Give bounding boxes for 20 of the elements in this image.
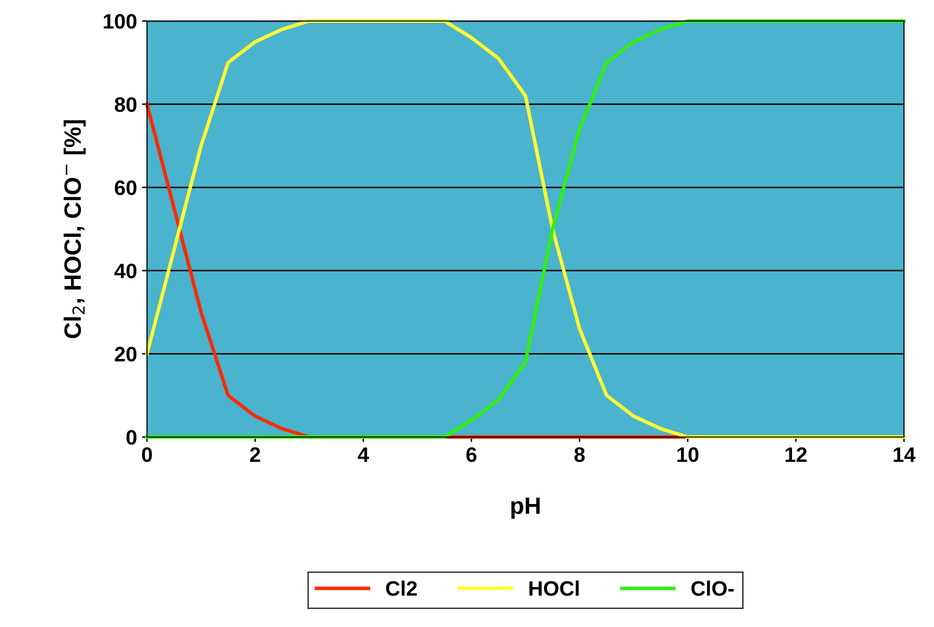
y-tick-label: 80 [114,97,136,112]
legend-label: Cl2 [386,580,417,596]
y-tick-label: 100 [104,14,136,29]
x-tick-label: 12 [786,447,807,462]
x-tick-label: 0 [142,447,152,462]
x-tick-label: 14 [894,447,916,462]
y-tick-label: 60 [114,180,136,196]
x-axis-title: pH [511,498,540,519]
y-tick-label: 20 [114,346,136,362]
x-tick-label: 8 [574,447,585,462]
x-tick-label: 2 [250,447,260,462]
legend-label: HOCl [529,580,579,596]
x-tick-label: 6 [466,447,476,462]
y-axis-title: Cl$_{2}$, HOCl, ClO$^{−}$ [%] [64,120,86,338]
x-tick-label: 4 [358,447,369,462]
y-tick-label: 40 [114,264,136,278]
line-series [145,19,906,439]
x-tick-label: 10 [677,447,698,462]
legend-label: ClO- [691,580,734,596]
y-tick-label: 0 [126,430,136,445]
